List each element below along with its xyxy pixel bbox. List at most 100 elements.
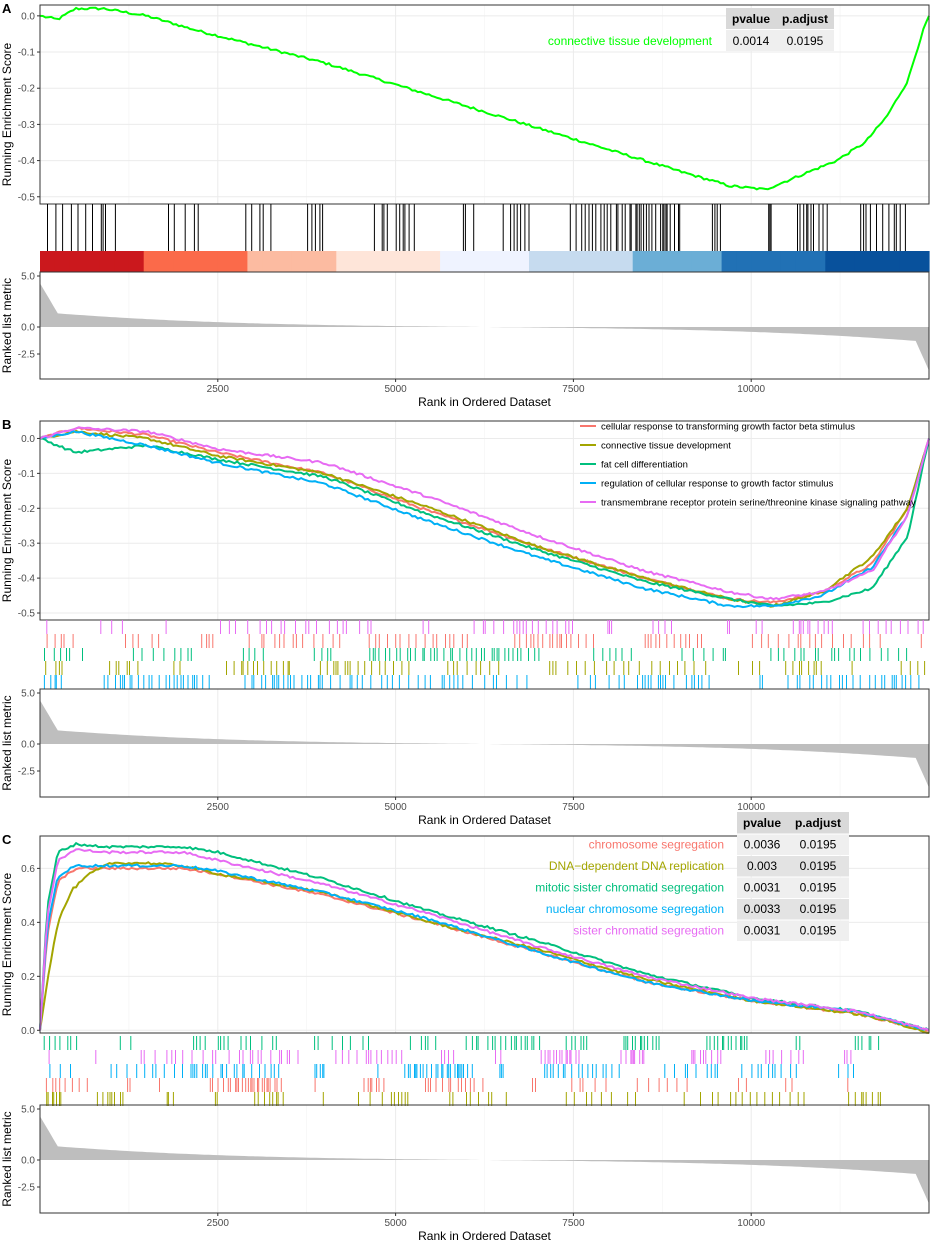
b-x-tick-label: 10000 [737, 802, 765, 813]
a-x-axis-title: Rank in Ordered Dataset [418, 395, 551, 409]
c-x-tick-label: 10000 [737, 1218, 765, 1229]
c-metric-frame [39, 1104, 930, 1214]
c-x-axis-title: Rank in Ordered Dataset [418, 1229, 551, 1243]
a-heat-cell [899, 251, 915, 272]
b-series-line [39, 429, 930, 609]
b-legend: cellular response to transforming growth… [580, 422, 916, 509]
c-table-cell: 0.003 [747, 859, 777, 873]
c-metric-tick-label: 5.0 [21, 1105, 35, 1116]
a-heat-cell [306, 251, 323, 272]
a-heat-cell [440, 251, 456, 272]
a-heat-cell [588, 251, 604, 272]
a-metric-axis-title: Ranked list metric [0, 278, 14, 373]
b-y-tick-label: -0.4 [18, 574, 36, 585]
a-table-cell: 0.0195 [787, 34, 824, 48]
b-metric-tick-label: 0.0 [21, 740, 35, 751]
b-x-tick-label: 5000 [384, 802, 407, 813]
a-heat-cell [484, 251, 500, 272]
b-panel-label: B [2, 417, 11, 432]
a-heat-cell [217, 251, 234, 272]
b-series-line [39, 426, 930, 601]
a-table-header: p.adjust [782, 12, 828, 26]
a-heat-cell [188, 251, 204, 272]
c-table-row-bg [737, 920, 849, 941]
a-heat-cell [291, 251, 308, 272]
a-heat-cell [173, 251, 189, 272]
a-heat-cell [751, 251, 767, 272]
a-heat-cell [277, 251, 293, 272]
c-table-cell: 0.0195 [800, 838, 837, 852]
a-heat-cell [529, 251, 545, 272]
a-heat-cell [617, 251, 634, 272]
a-heat-cell [854, 251, 871, 272]
c-es-frame [39, 835, 930, 1034]
b-legend-label: fat cell differentiation [601, 460, 688, 471]
a-heat-cell [514, 251, 530, 272]
a-heat-cell [351, 251, 367, 272]
b-legend-label: transmembrane receptor protein serine/th… [601, 498, 916, 509]
c-table-row-bg [737, 877, 849, 898]
a-heat-cell [691, 251, 708, 272]
a-metric-area [40, 283, 929, 371]
a-heat-cell [647, 251, 663, 272]
a-heat-cell [203, 251, 219, 272]
c-table-cell: 0.0195 [800, 859, 837, 873]
a-heat-cell [84, 251, 100, 272]
c-series-label: mitotic sister chromatid segregation [535, 881, 724, 895]
a-heat-cell [706, 251, 723, 272]
a-heat-cell [247, 251, 263, 272]
b-y-tick-label: -0.5 [18, 609, 36, 620]
c-table-row-bg [737, 834, 849, 855]
c-panel-label: C [2, 832, 12, 847]
c-metric-tick-label: 0.0 [21, 1156, 35, 1167]
a-heat-cell [69, 251, 85, 272]
c-table-cell: 0.0195 [800, 924, 837, 938]
a-y-tick-label: -0.4 [18, 156, 36, 167]
b-metric-tick-label: -2.5 [18, 767, 36, 778]
a-heat-cell [766, 251, 782, 272]
a-metric-tick-label: 5.0 [21, 272, 35, 283]
b-series-line [39, 426, 930, 604]
a-metric-tick-label: 0.0 [21, 323, 35, 334]
panel-a: 0.0 -0.1 -0.2 -0.3 -0.4 -0.5 Running Enrichmen… [0, 1, 930, 409]
a-y-tick-label: -0.1 [18, 48, 36, 59]
c-y-tick-label: 0.6 [21, 864, 35, 875]
c-metric-area [40, 1116, 929, 1204]
a-heat-cell [914, 251, 930, 272]
panel-c: 0.6 0.4 0.2 0.0 Running Enrichment Score Cpva… [0, 812, 930, 1243]
a-table-header: pvalue [732, 12, 770, 26]
c-table-cell: 0.0195 [800, 881, 837, 895]
c-metric-axis-title: Ranked list metric [0, 1111, 14, 1206]
a-series-label: connective tissue development [548, 34, 713, 48]
b-y-tick-label: -0.3 [18, 539, 36, 550]
a-heat-cell [232, 251, 248, 272]
a-heat-cell [736, 251, 752, 272]
a-heat-cell [884, 251, 900, 272]
b-y-tick-label: -0.2 [18, 504, 36, 515]
a-table-row-bg [726, 30, 834, 51]
a-metric-frame [39, 271, 930, 380]
c-y-tick-label: 0.2 [21, 972, 35, 983]
c-series-label: sister chromatid segregation [573, 924, 724, 938]
a-heat-cell [810, 251, 826, 272]
c-table-cell: 0.0031 [744, 924, 781, 938]
a-heat-cell [336, 251, 352, 272]
a-table-cell: 0.0014 [733, 34, 770, 48]
a-table-header-bg [726, 8, 834, 29]
a-x-tick-label: 10000 [737, 384, 765, 395]
b-metric-axis-title: Ranked list metric [0, 695, 14, 790]
c-series-line [39, 848, 930, 1032]
a-panel-label: A [2, 1, 12, 16]
a-x-tick-label: 5000 [384, 384, 407, 395]
a-heat-cell [395, 251, 411, 272]
a-heat-cell [99, 251, 115, 272]
c-table-header: pvalue [743, 816, 781, 830]
c-table-cell: 0.0031 [744, 881, 781, 895]
c-x-tick-label: 7500 [562, 1218, 585, 1229]
c-table-header-bg [737, 812, 849, 834]
b-x-tick-label: 2500 [207, 802, 230, 813]
a-heat-cell [114, 251, 130, 272]
a-y-tick-label: -0.2 [18, 84, 36, 95]
panel-b: 0.0 -0.1 -0.2 -0.3 -0.4 -0.5 Running Enrichmen… [0, 417, 930, 827]
